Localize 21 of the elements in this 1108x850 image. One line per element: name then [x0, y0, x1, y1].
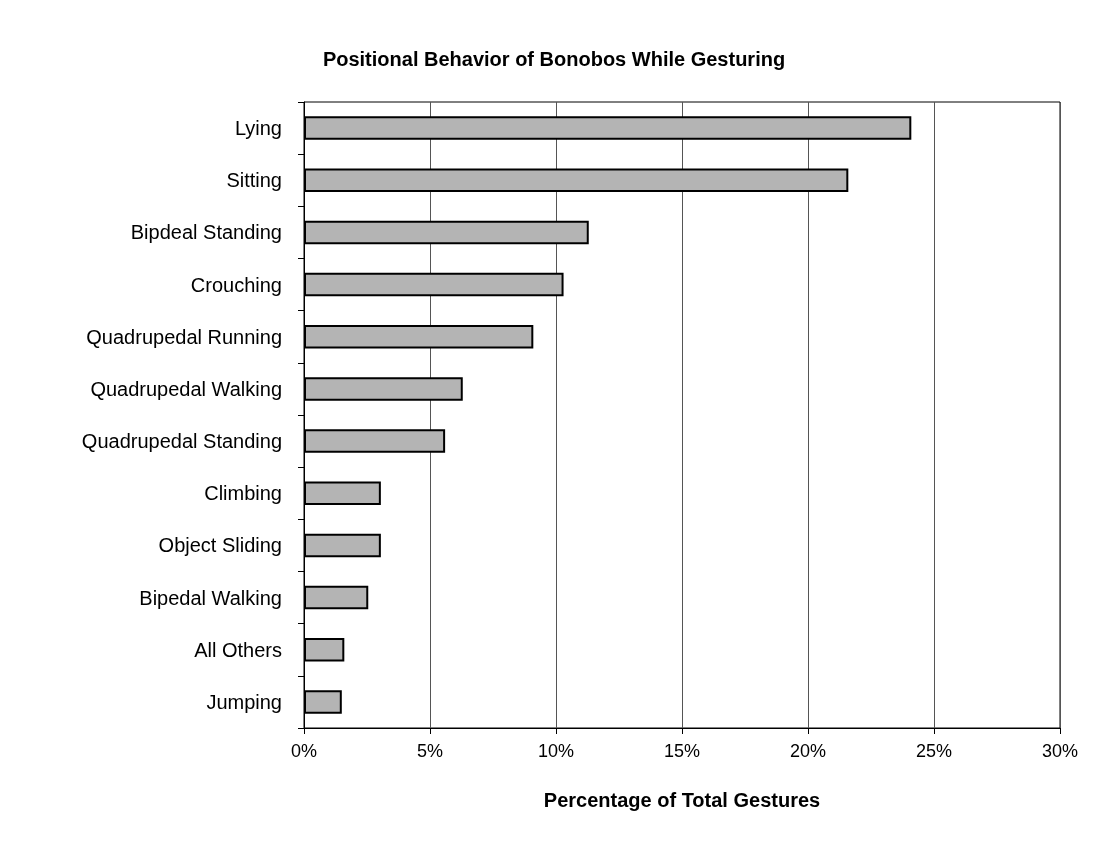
x-tick-label: 30% [1041, 741, 1079, 761]
y-tick-label: Quadrupedal Running [86, 325, 282, 348]
x-tick-label: 10% [537, 741, 575, 761]
x-tick-label: 25% [915, 741, 953, 761]
chart-title: Positional Behavior of Bonobos While Gesturing [322, 48, 786, 70]
x-tick-label: 0% [290, 741, 318, 761]
y-tick-label: All Others [194, 638, 282, 661]
y-tick-label: Quadrupedal Walking [90, 377, 282, 400]
y-tick-label: Jumping [206, 690, 282, 713]
y-tick-label: Climbing [204, 482, 282, 505]
x-tick-label: 20% [789, 741, 827, 761]
y-tick-label: Quadrupedal Standing [81, 430, 282, 453]
y-tick-label: Object Sliding [158, 534, 282, 557]
y-tick-label: Lying [234, 117, 282, 140]
y-tick-label: Crouching [190, 273, 282, 296]
y-tick-label: Sitting [226, 169, 282, 192]
x-axis-title: Percentage of Total Gestures [543, 789, 821, 811]
y-tick-label: Bipedal Walking [139, 586, 282, 609]
x-tick-label: 15% [663, 741, 701, 761]
y-tick-label: Bipdeal Standing [130, 221, 282, 244]
x-tick-label: 5% [416, 741, 444, 761]
